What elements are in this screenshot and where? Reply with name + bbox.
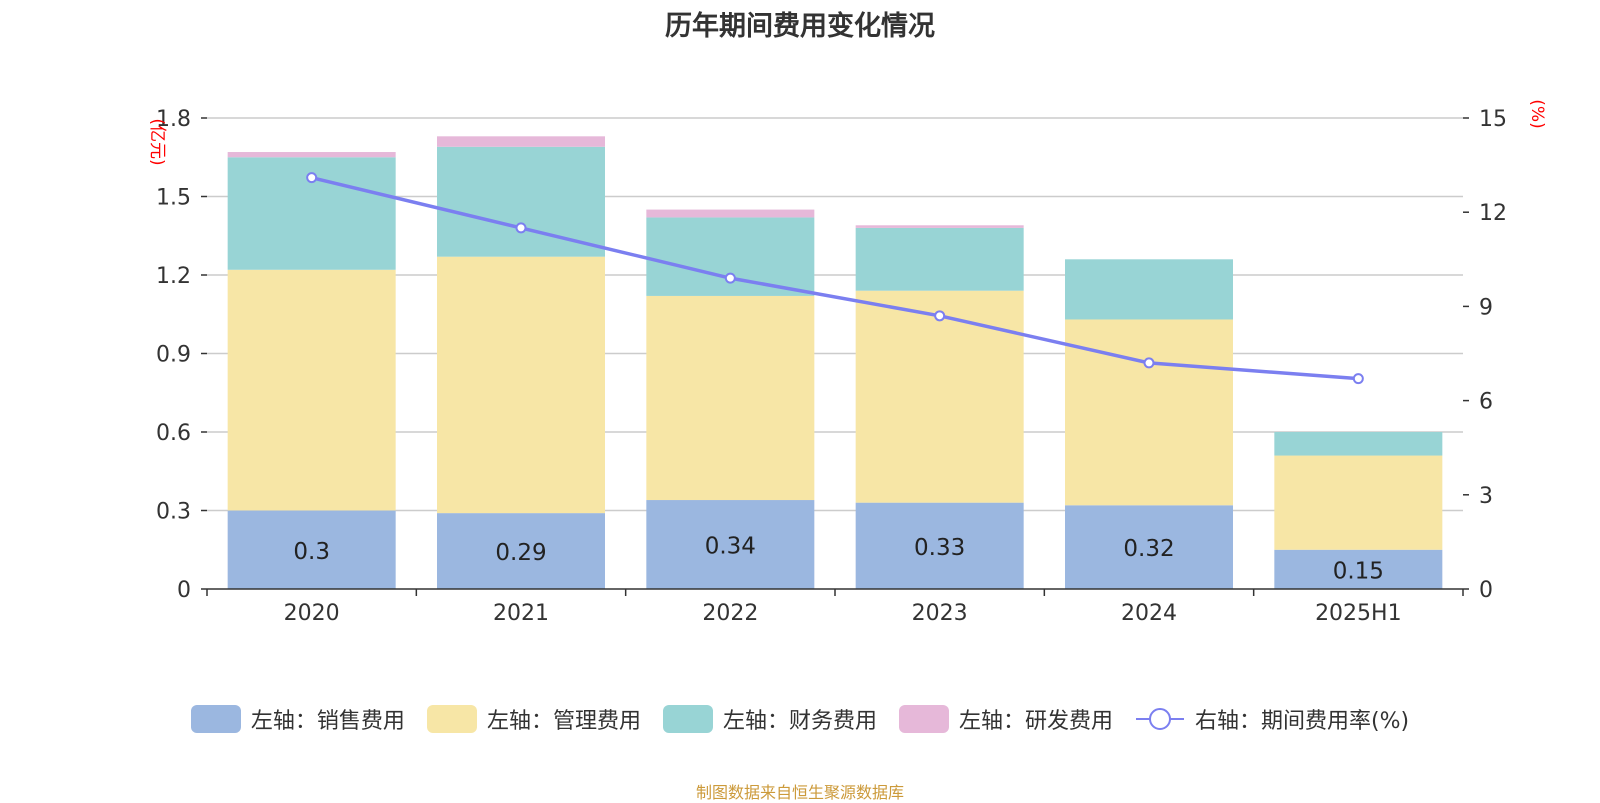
legend-swatch-admin xyxy=(426,705,477,733)
bar-sales xyxy=(1274,549,1443,589)
bar-admin xyxy=(1274,455,1443,550)
bar-rd xyxy=(646,209,815,218)
bar-rd xyxy=(437,136,605,147)
left-tick-label: 0 xyxy=(177,578,191,603)
legend-item-sales[interactable]: 左轴：销售费用 xyxy=(190,703,405,735)
rate-point xyxy=(515,222,527,234)
rate-point xyxy=(1352,373,1364,385)
x-tick-label: 2020 xyxy=(284,601,340,626)
legend-label-rd: 左轴：研发费用 xyxy=(958,709,1113,734)
bar-rd xyxy=(227,152,396,158)
source-note: 制图数据来自恒生聚源数据库 xyxy=(695,783,904,802)
legend-label-sales: 左轴：销售费用 xyxy=(250,709,405,734)
right-axis-unit: (%) xyxy=(1527,99,1547,128)
x-tick-label: 2023 xyxy=(912,601,968,626)
data-label-sales: 0.33 xyxy=(914,535,965,561)
bar-admin xyxy=(227,269,396,511)
left-tick-label: 1.8 xyxy=(156,107,191,132)
data-label-sales: 0.32 xyxy=(1123,536,1174,562)
bar-finance xyxy=(1274,432,1443,456)
bar-finance xyxy=(646,217,815,296)
x-tick-label: 2021 xyxy=(493,601,549,626)
x-tick-label: 2024 xyxy=(1121,601,1177,626)
legend-item-rd[interactable]: 左轴：研发费用 xyxy=(898,703,1113,735)
legend-label-finance: 左轴：财务费用 xyxy=(722,709,877,734)
bar-finance xyxy=(1065,259,1233,320)
legend-swatch-finance xyxy=(662,705,713,733)
bar-sales xyxy=(646,500,815,589)
rate-line xyxy=(311,175,1359,381)
legend-label-rate: 右轴：期间费用率(%) xyxy=(1194,709,1410,734)
right-tick-label: 15 xyxy=(1479,107,1507,132)
bar-admin xyxy=(437,256,605,514)
legend-swatch-sales xyxy=(190,705,241,733)
right-tick-label: 12 xyxy=(1479,201,1507,226)
bar-sales xyxy=(1065,505,1233,589)
legend-item-finance[interactable]: 左轴：财务费用 xyxy=(662,703,877,735)
data-label-sales: 0.15 xyxy=(1333,558,1384,584)
rate-point xyxy=(1143,357,1155,369)
chart-title: 历年期间费用变化情况 xyxy=(665,11,935,42)
chart-area: 0 0.3 0.6 0.9 1.2 1.5 1.8 0 3 6 9 12 15 (亿元) (%) 0.3 0.2… xyxy=(147,99,1547,626)
x-tick-label: 2025H1 xyxy=(1315,601,1402,626)
legend-label-admin: 左轴：管理费用 xyxy=(486,709,641,734)
right-tick-label: 0 xyxy=(1479,578,1493,603)
legend-item-admin[interactable]: 左轴：管理费用 xyxy=(426,703,641,735)
rate-point xyxy=(306,172,318,184)
bar-finance xyxy=(437,146,605,257)
left-axis-unit: (亿元) xyxy=(147,118,167,165)
data-label-sales: 0.3 xyxy=(293,539,330,565)
data-label-sales: 0.29 xyxy=(495,540,546,566)
bar-finance xyxy=(855,227,1024,291)
left-tick-label: 1.5 xyxy=(156,186,191,211)
right-tick-label: 6 xyxy=(1479,390,1493,415)
rate-point xyxy=(934,310,946,322)
bar-rd xyxy=(855,225,1024,228)
legend: 左轴：销售费用 左轴：管理费用 左轴：财务费用 左轴：研发费用 右轴：期间费用率… xyxy=(0,703,1600,735)
rate-point xyxy=(724,272,736,284)
bar-admin xyxy=(646,295,815,501)
left-tick-label: 1.2 xyxy=(156,264,191,289)
legend-line-marker-icon xyxy=(1135,708,1184,730)
bar-sales xyxy=(855,502,1024,589)
left-tick-label: 0.3 xyxy=(156,500,191,525)
bar-sales xyxy=(227,510,396,589)
right-tick-label: 3 xyxy=(1479,484,1493,509)
x-tick-label: 2022 xyxy=(702,601,758,626)
bar-admin xyxy=(855,290,1024,503)
data-label-sales: 0.34 xyxy=(705,534,756,560)
bar-sales xyxy=(437,513,605,589)
legend-item-rate[interactable]: 右轴：期间费用率(%) xyxy=(1135,703,1409,735)
legend-swatch-rd xyxy=(898,705,949,733)
left-tick-label: 0.6 xyxy=(156,421,191,446)
left-tick-label: 0.9 xyxy=(156,343,191,368)
right-tick-label: 9 xyxy=(1479,295,1493,320)
bar-admin xyxy=(1065,319,1233,506)
